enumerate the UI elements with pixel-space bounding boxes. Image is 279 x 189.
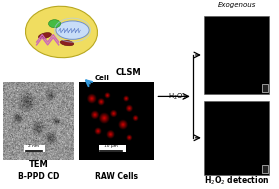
Bar xyxy=(262,165,268,173)
Bar xyxy=(24,145,45,152)
Text: Cell: Cell xyxy=(95,75,110,81)
Ellipse shape xyxy=(25,6,97,58)
Text: B-PPD CD: B-PPD CD xyxy=(18,172,59,181)
Bar xyxy=(204,101,269,175)
Bar xyxy=(204,16,269,94)
Text: Exogenous: Exogenous xyxy=(218,2,256,8)
Ellipse shape xyxy=(60,40,74,46)
Text: TEM: TEM xyxy=(29,160,49,169)
Text: CLSM: CLSM xyxy=(115,68,141,77)
Circle shape xyxy=(49,20,61,28)
Text: Endogenous: Endogenous xyxy=(215,88,259,94)
Ellipse shape xyxy=(56,21,89,39)
Bar xyxy=(99,145,126,152)
Ellipse shape xyxy=(39,33,51,39)
Text: H$_2$O$_2$ detection: H$_2$O$_2$ detection xyxy=(204,175,270,187)
Text: RAW Cells: RAW Cells xyxy=(95,172,138,181)
Text: 10 μm: 10 μm xyxy=(104,144,118,148)
Bar xyxy=(262,84,268,92)
Text: 2 nm: 2 nm xyxy=(28,144,39,148)
Text: H$_2$O$_2$: H$_2$O$_2$ xyxy=(168,92,186,102)
